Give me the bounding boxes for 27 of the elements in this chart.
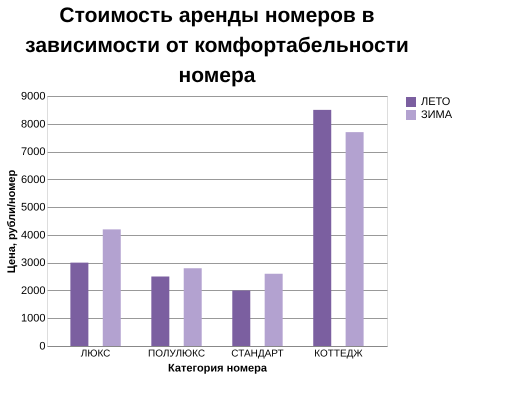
y-axis-title: Цена, рубли/номер — [6, 170, 18, 274]
legend-label: ЛЕТО — [421, 96, 451, 108]
bar — [151, 276, 170, 346]
x-tick-label: СТАНДАРТ — [231, 348, 284, 360]
y-tick-label: 2000 — [21, 284, 46, 297]
y-tick-label: 1000 — [21, 312, 46, 325]
y-tick-label: 0 — [39, 340, 46, 352]
y-tick-label: 7000 — [21, 146, 46, 158]
bar — [102, 229, 121, 346]
legend-label: ЗИМА — [421, 109, 453, 121]
y-tick-label: 5000 — [21, 202, 46, 214]
chart-title: Стоимость аренды номеров в зависимости от комфортабельности номера — [25, 4, 409, 87]
bar — [264, 274, 283, 346]
x-tick-label: КОТТЕДЖ — [314, 348, 364, 360]
bar — [70, 262, 88, 346]
bar — [346, 132, 364, 346]
bar — [232, 290, 250, 346]
bar — [313, 110, 332, 346]
y-tick-label: 3000 — [21, 257, 46, 270]
x-axis-title: Категория номера — [168, 362, 268, 374]
y-tick-label: 4000 — [21, 229, 46, 242]
y-tick-label: 9000 — [21, 90, 46, 102]
x-tick-label: ПОЛУЛЮКС — [148, 348, 206, 360]
bar — [184, 268, 202, 346]
y-tick-label: 6000 — [21, 174, 46, 186]
x-tick-label: ЛЮКС — [80, 348, 110, 360]
y-tick-label: 8000 — [21, 118, 46, 130]
